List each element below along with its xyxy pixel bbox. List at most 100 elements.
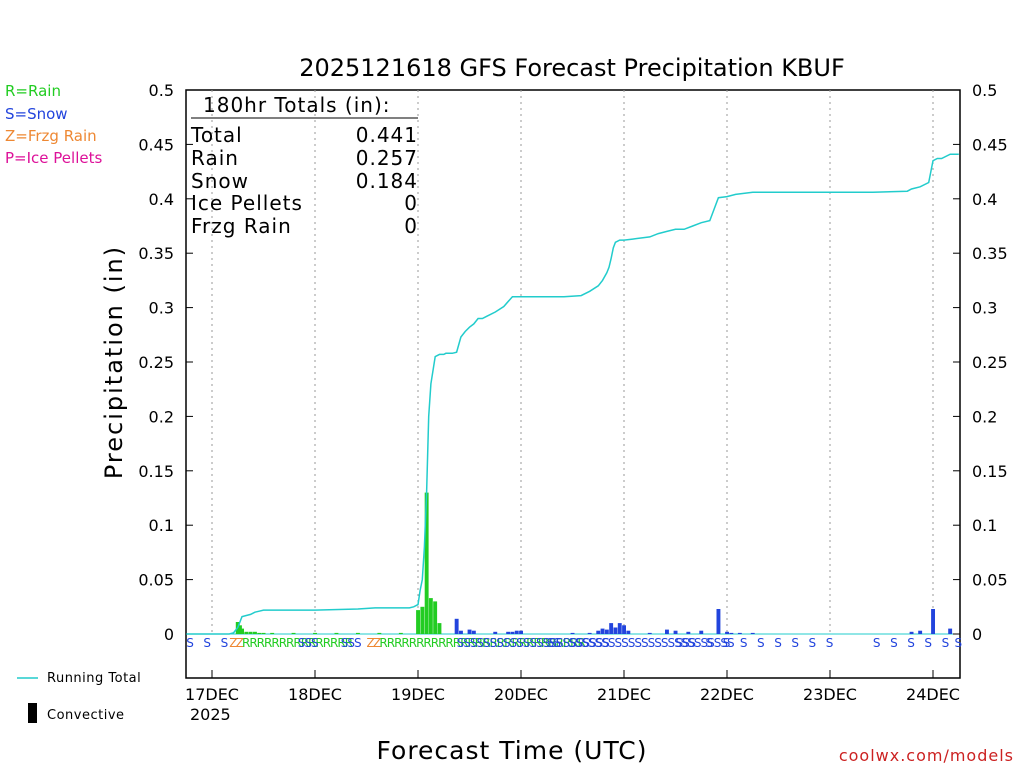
precip-type-marker: S [809,636,816,650]
totals-label-rain: Rain [191,146,239,170]
precip-bars [235,492,953,634]
y-tick-label: 0 [164,625,174,644]
precip-type-marker: RRRRRRRRRRRRRRR [242,636,353,650]
totals-value-snow: 0.184 [356,169,418,193]
precip-bar [617,623,622,634]
y-tick-label: 0.05 [138,571,174,590]
x-tick-label: 24DEC [906,685,960,704]
precip-bar [356,632,360,634]
legend-frzg-rain: Z=Frzg Rain [5,127,97,145]
x-tick-label: 18DEC [288,685,342,704]
precip-bar [506,631,511,634]
precip-type-marker: SS [547,636,561,650]
type-legend: R=Rain S=Snow Z=Frzg Rain P=Ice Pellets [5,82,102,167]
totals-label-ice-pellets: Ice Pellets [191,191,303,215]
precip-bar [261,632,266,634]
y-tick-label-right: 0.5 [972,81,997,100]
precip-type-marker: S [890,636,897,650]
precip-type-marker: S [203,636,210,650]
precip-type-marker: SSSSSSSSSSSSSSSSSSSSSSSSS [568,636,734,650]
precip-bar [647,632,652,634]
totals-value-total: 0.441 [356,123,418,147]
x-ticks: 17DEC 18DEC 19DEC 20DEC 21DEC 22DEC 23DEC 24DEC [185,670,960,704]
y-tick-label: 0.25 [138,353,174,372]
precip-bar [398,632,403,634]
precip-type-marker: S [706,636,713,650]
precip-bar [253,631,257,634]
precip-type-marker: S [924,636,931,650]
precip-bar [737,632,742,634]
totals-label-snow: Snow [191,169,249,193]
precip-bar [471,630,476,634]
y-tick-label-right: 0.35 [972,244,1008,263]
y-tick-label-right: 0.4 [972,190,997,209]
x-tick-label: 17DEC [185,685,239,704]
precip-bar [729,632,734,634]
y-axis-label: Precipitation (in) [100,245,128,479]
y-tick-label-right: 0.45 [972,135,1008,154]
day-gridlines [186,90,960,635]
precip-bar [604,629,609,634]
precip-bar [600,628,605,634]
precip-bar [570,632,575,634]
legend-convective-swatch [28,703,37,723]
totals-label-total: Total [190,123,243,147]
x-tick-label: 19DEC [391,685,445,704]
precip-type-marker: S [723,636,730,650]
totals-box: 180hr Totals (in): Total 0.441 Rain 0.25… [190,93,418,238]
precip-type-marker: S [774,636,781,650]
y-tick-label-right: 0.05 [972,571,1008,590]
precip-bar [257,632,262,634]
precip-bar [459,630,463,634]
credit-text: coolwx.com/models [839,746,1014,765]
precip-bar [493,631,498,634]
precip-type-marker: Z [373,636,381,650]
precip-type-marker: S [740,636,747,650]
precip-bar [377,632,382,634]
x-tick-label: 21DEC [597,685,651,704]
x-tick-label: 20DEC [494,685,548,704]
legend-snow: S=Snow [5,105,68,123]
chart-title: 2025121618 GFS Forecast Precipitation KB… [299,54,845,82]
line-legend: Running Total Convective [17,671,141,723]
precip-bar [428,598,433,634]
precip-bar [416,610,420,634]
precip-type-marker: S [757,636,764,650]
precip-bar [699,630,704,634]
precip-type-marker: S [221,636,228,650]
precip-bar [514,630,519,634]
y-tick-label: 0.1 [149,516,174,535]
precip-type-marker: Z [229,636,237,650]
precip-bar [613,627,618,634]
precip-bar [291,632,296,634]
plot-frame [185,89,961,679]
precip-bar [931,609,935,634]
precip-bar [238,625,242,634]
precip-bar [587,632,592,634]
precip-bar [510,631,515,634]
precip-bar [248,631,253,634]
precip-type-marker: SSS [341,636,361,650]
precip-bar [424,492,429,634]
y-tick-label-right: 0.1 [972,516,997,535]
y-tick-label-right: 0.25 [972,353,1008,372]
y-ticks-right: 0 0.05 0.1 0.15 0.2 0.25 0.3 0.35 0.4 0.45 0.5 [953,81,1008,644]
y-tick-label: 0.5 [149,81,174,100]
precip-type-marker: Z [236,636,244,650]
totals-value-rain: 0.257 [356,146,418,170]
precip-bar [467,629,472,634]
totals-value-ice-pellets: 0 [404,191,418,215]
precip-bar [244,631,249,634]
x-tick-label: 23DEC [803,685,857,704]
precip-type-marker: S [873,636,880,650]
y-ticks-left: 0 0.05 0.1 0.15 0.2 0.25 0.3 0.35 0.4 0.45 0.5 [138,81,193,644]
precip-bar [240,628,244,634]
precip-bar [626,630,631,634]
y-tick-label: 0.45 [138,135,174,154]
totals-label-frzg-rain: Frzg Rain [191,214,292,238]
y-tick-label-right: 0 [972,625,982,644]
precip-bar [437,623,442,634]
legend-running-total: Running Total [47,671,141,686]
precip-bar [918,630,923,634]
